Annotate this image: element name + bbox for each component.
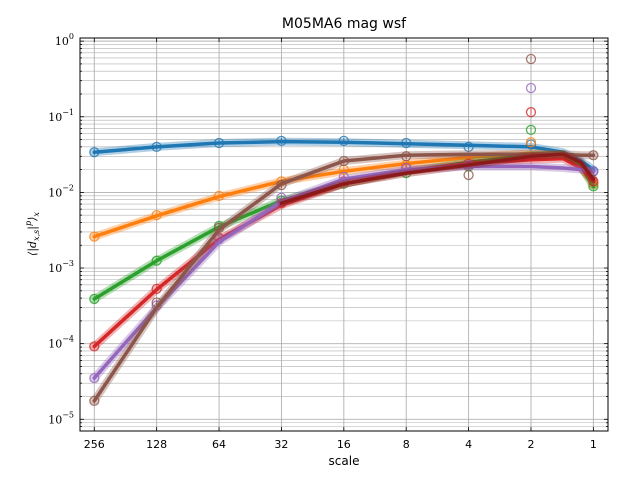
x-tick-label: 256 — [84, 438, 105, 451]
data-point — [89, 147, 100, 158]
data-point — [89, 293, 100, 305]
x-tick-label: 128 — [146, 438, 167, 451]
x-tick-label: 16 — [337, 438, 351, 451]
data-point — [401, 137, 412, 149]
data-point — [525, 107, 537, 118]
ticks: 256 128 64 32 16 8 4 2 1 10−5 10−4 10−3 10−2 10−1 100 — [48, 32, 608, 451]
data-point — [401, 151, 412, 162]
data-point — [525, 82, 537, 94]
data-point — [151, 283, 162, 295]
series-layer — [89, 53, 599, 407]
y-tick-label: 10−2 — [48, 183, 74, 199]
data-point — [276, 179, 287, 191]
y-tick-label: 10−1 — [48, 108, 74, 124]
y-tick-label: 10−3 — [48, 259, 74, 275]
x-axis-label: scale — [329, 454, 360, 468]
x-tick-label: 64 — [212, 438, 226, 451]
data-point — [525, 53, 537, 65]
data-point — [525, 137, 537, 148]
data-point — [276, 135, 287, 147]
x-tick-label: 4 — [465, 438, 472, 451]
data-point — [213, 222, 225, 233]
y-tick-label: 10−5 — [48, 410, 74, 426]
chart-title: M05MA6 mag wsf — [282, 16, 407, 32]
series-6 — [89, 53, 599, 407]
x-tick-label: 2 — [527, 438, 534, 451]
data-point — [463, 169, 474, 181]
data-point — [525, 124, 537, 136]
data-point — [89, 231, 100, 242]
data-point — [588, 150, 599, 161]
series-7 — [277, 150, 598, 208]
data-point — [151, 255, 162, 266]
data-point — [89, 395, 100, 407]
data-point — [213, 234, 225, 245]
data-point — [338, 171, 349, 183]
series-7-line — [279, 152, 596, 205]
x-tick-label: 8 — [403, 438, 410, 451]
data-point — [338, 135, 349, 147]
data-point — [151, 297, 162, 308]
data-point — [338, 155, 349, 167]
data-point — [213, 137, 225, 149]
y-tick-label: 100 — [55, 32, 74, 48]
data-point — [463, 141, 474, 153]
data-point — [89, 372, 100, 384]
x-tick-label: 32 — [274, 438, 288, 451]
data-point — [151, 210, 162, 221]
grid — [80, 38, 608, 432]
y-tick-label: 10−4 — [48, 335, 74, 351]
data-point — [151, 141, 162, 153]
x-tick-label: 1 — [590, 438, 597, 451]
data-point — [89, 341, 100, 352]
data-point — [213, 190, 225, 202]
